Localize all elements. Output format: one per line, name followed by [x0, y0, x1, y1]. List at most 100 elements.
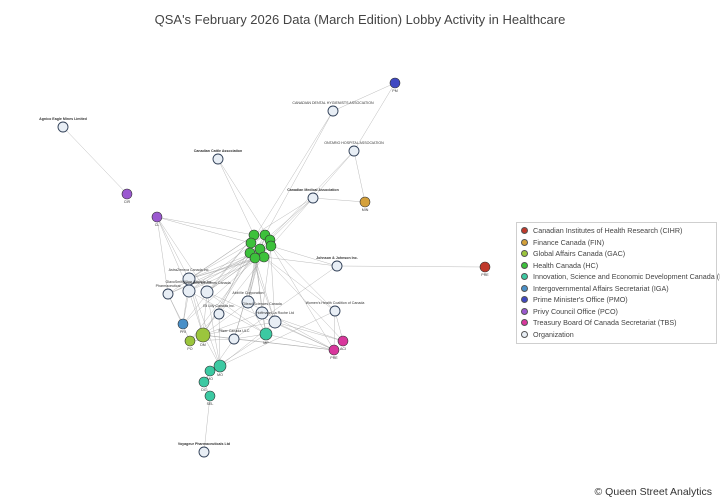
- node-voyageur[interactable]: Voyageur Pharmaceuticals Ltd: [178, 442, 230, 458]
- node-circle[interactable]: [245, 237, 257, 249]
- node-circle[interactable]: [479, 261, 491, 273]
- node-circle[interactable]: [359, 196, 371, 208]
- node-circle[interactable]: [204, 365, 216, 377]
- edge-cattle-hc3: [217, 158, 271, 241]
- node-imc[interactable]: Innovative Medicines Canada: [183, 281, 231, 299]
- node-label: Hoffmann-La Roche Ltd: [256, 311, 294, 315]
- node-circle[interactable]: [121, 188, 133, 200]
- legend-item-organization[interactable]: Organization: [521, 329, 712, 341]
- node-circle[interactable]: [198, 446, 210, 458]
- node-circle[interactable]: [177, 318, 189, 330]
- node-ised3[interactable]: MO: [204, 365, 216, 381]
- legend-item-gac[interactable]: Global Affairs Canada (GAC): [521, 248, 712, 260]
- node-jnj[interactable]: Johnson & Johnson Inc.: [316, 256, 358, 272]
- node-tbs1[interactable]: PRE: [328, 344, 340, 360]
- node-circle[interactable]: [195, 327, 211, 343]
- node-circle[interactable]: [57, 121, 69, 133]
- legend-item-hc[interactable]: Health Canada (HC): [521, 260, 712, 272]
- node-hc8[interactable]: [258, 251, 270, 263]
- legend-label: Prime Minister's Office (PMO): [533, 295, 628, 305]
- node-circle[interactable]: [348, 145, 360, 157]
- node-label: SEL: [207, 402, 214, 406]
- legend-item-cihr[interactable]: Canadian Institutes of Health Research (…: [521, 225, 712, 237]
- node-cihr1[interactable]: PRE: [479, 261, 491, 277]
- node-hc5[interactable]: [265, 240, 277, 252]
- edge-ised5-voyageur: [203, 395, 211, 453]
- node-label: Agnico Eagle Mines Limited: [39, 117, 87, 121]
- node-glaxo[interactable]: GlaxoSmithKline Canada Inc.: [166, 280, 213, 298]
- node-circle[interactable]: [258, 251, 270, 263]
- node-circle[interactable]: [249, 252, 261, 264]
- legend-swatch-icon: [521, 238, 528, 246]
- node-cda[interactable]: CANADIAN DENTAL HYGIENISTS ASSOCIATION: [292, 101, 374, 117]
- node-circle[interactable]: [241, 295, 255, 309]
- node-label: CANADIAN DENTAL HYGIENISTS ASSOCIATION: [292, 101, 374, 105]
- node-gac2[interactable]: PO: [184, 335, 196, 351]
- legend-item-tbs[interactable]: Treasury Board Of Canada Secretariat (TB…: [521, 317, 712, 329]
- node-circle[interactable]: [200, 285, 214, 299]
- node-label: GlaxoSmithKline Canada Inc.: [166, 280, 213, 284]
- node-circle[interactable]: [328, 344, 340, 356]
- node-pmo1[interactable]: PM: [389, 77, 401, 93]
- node-circle[interactable]: [198, 376, 210, 388]
- node-label: CIR: [124, 200, 131, 204]
- node-oha[interactable]: ONTARIO HOSPITAL ASSOCIATION: [324, 141, 384, 157]
- node-cattle[interactable]: Canadian Cattle Association: [194, 149, 242, 165]
- node-gac1[interactable]: DM: [195, 327, 211, 347]
- node-circle[interactable]: [259, 327, 273, 341]
- node-circle[interactable]: [162, 288, 174, 300]
- node-circle[interactable]: [212, 153, 224, 165]
- node-tbs2[interactable]: ACI: [337, 335, 349, 351]
- node-pfizer[interactable]: Pfizer Canada ULC: [219, 329, 250, 345]
- node-circle[interactable]: [307, 192, 319, 204]
- node-ised2[interactable]: MP: [259, 327, 273, 345]
- node-circle[interactable]: [331, 260, 343, 272]
- edge-roche-tbs2: [274, 321, 344, 342]
- node-circle[interactable]: [389, 77, 401, 89]
- node-circle[interactable]: [184, 335, 196, 347]
- node-circle[interactable]: [329, 305, 341, 317]
- node-circle[interactable]: [204, 390, 216, 402]
- node-roche[interactable]: Hoffmann-La Roche Ltd: [256, 311, 294, 329]
- node-fin1[interactable]: MIN: [359, 196, 371, 212]
- node-cma[interactable]: Canadian Medical Association: [287, 188, 339, 204]
- node-circle[interactable]: [151, 211, 163, 223]
- edge-layer: [62, 82, 486, 453]
- edge-glaxo-hc8: [188, 256, 265, 292]
- node-circle[interactable]: [182, 284, 196, 298]
- node-circle[interactable]: [268, 315, 282, 329]
- node-pharma[interactable]: Pharmaceutical: [156, 284, 181, 300]
- legend-item-pco[interactable]: Privy Council Office (PCO): [521, 306, 712, 318]
- node-pco1[interactable]: CIR: [121, 188, 133, 204]
- node-pco2[interactable]: CL: [151, 211, 163, 227]
- node-agnico[interactable]: Agnico Eagle Mines Limited: [39, 117, 87, 133]
- legend-item-iga[interactable]: Intergovernmental Affairs Secretariat (I…: [521, 283, 712, 295]
- node-circle[interactable]: [213, 359, 227, 373]
- edge-glaxo-ised2: [188, 290, 267, 335]
- edge-pco2-astra: [156, 216, 190, 280]
- edge-cda-hc2: [264, 110, 334, 236]
- edge-lilly-ised1: [218, 313, 221, 367]
- node-circle[interactable]: [228, 333, 240, 345]
- node-hc4[interactable]: [245, 237, 257, 249]
- legend-item-pmo[interactable]: Prime Minister's Office (PMO): [521, 294, 712, 306]
- node-lilly[interactable]: Eli Lilly Canada Inc.: [203, 304, 235, 320]
- node-circle[interactable]: [327, 105, 339, 117]
- node-fhc[interactable]: Women's Health Coalition of Canada: [306, 301, 365, 317]
- node-circle[interactable]: [337, 335, 349, 347]
- node-label: PM: [392, 89, 397, 93]
- node-ised1[interactable]: MO: [213, 359, 227, 377]
- node-ised4[interactable]: DG: [198, 376, 210, 392]
- node-hc9[interactable]: [249, 252, 261, 264]
- legend-item-ised[interactable]: Innovation, Science and Economic Develop…: [521, 271, 720, 283]
- node-circle[interactable]: [213, 308, 225, 320]
- node-circle[interactable]: [255, 306, 269, 320]
- legend-item-fin[interactable]: Finance Canada (FIN): [521, 237, 712, 249]
- node-gilead[interactable]: Gilead Sciences Canada: [242, 302, 282, 320]
- node-label: MO: [217, 373, 223, 377]
- node-abbvie[interactable]: AbbVie Corporation: [232, 291, 264, 309]
- chart-title: QSA's February 2026 Data (March Edition)…: [154, 12, 566, 27]
- node-iga1[interactable]: PRI: [177, 318, 189, 334]
- node-ised5[interactable]: SEL: [204, 390, 216, 406]
- node-circle[interactable]: [265, 240, 277, 252]
